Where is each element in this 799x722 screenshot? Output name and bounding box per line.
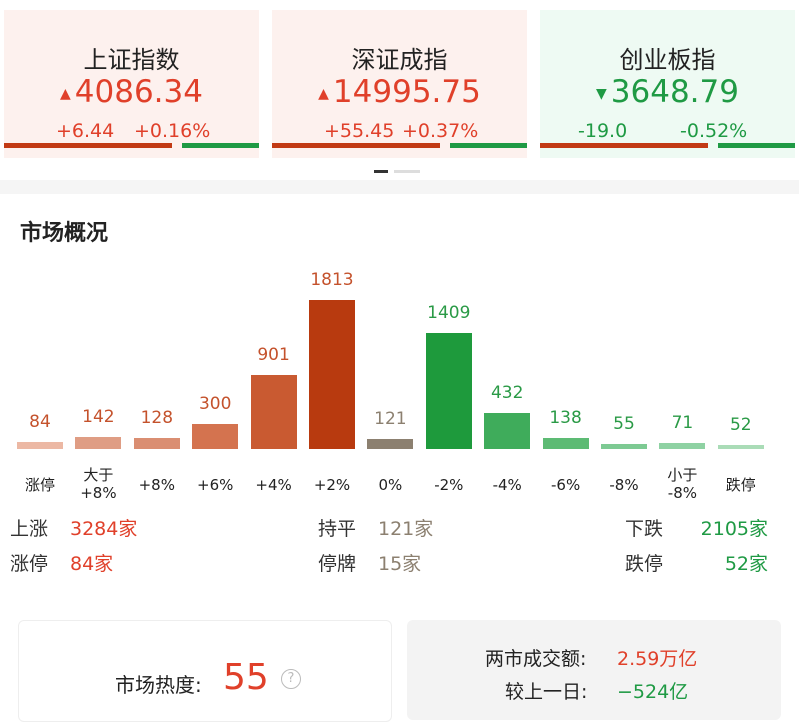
ratio-up (272, 143, 440, 148)
change-pct: +0.37% (402, 120, 479, 142)
up-down-ratio (4, 143, 259, 148)
value-label: 300 (198, 394, 232, 415)
help-icon[interactable]: ? (281, 669, 301, 689)
value-label: 432 (490, 383, 524, 404)
bar (367, 439, 414, 449)
direction-arrow: ▲ (60, 85, 71, 102)
category-label: -8% (609, 476, 639, 494)
category-label: -2% (434, 476, 464, 494)
value-label: 55 (613, 414, 635, 435)
value-label: 121 (374, 409, 407, 430)
page-dot (374, 170, 388, 173)
stat-value: 121家 (378, 518, 434, 540)
bar (17, 442, 63, 449)
direction-arrow: ▲ (318, 85, 329, 102)
direction-arrow: ▼ (596, 85, 607, 102)
index-name: 深证成指 (351, 46, 448, 74)
bar (75, 437, 122, 449)
bar (717, 444, 764, 449)
category-label: 跌停 (725, 476, 756, 494)
index-value: ▲ 14995.75 (272, 74, 527, 110)
category-label: 涨停 (24, 476, 55, 494)
stat-value: 2105家 (700, 518, 768, 540)
stat-label: 上涨 (10, 518, 49, 540)
page-dot (394, 170, 420, 173)
bar (425, 333, 472, 449)
category-label: +8% (138, 476, 175, 494)
turnover-label: 两市成交额: (485, 648, 587, 670)
bar (192, 424, 239, 449)
value-label: 138 (549, 407, 582, 428)
index-card[interactable]: 上证指数 ▲ 4086.34 +6.44 +0.16% (4, 10, 259, 158)
section-title: 市场概况 (20, 221, 109, 246)
stat-value: 84家 (70, 553, 114, 575)
divider (0, 180, 799, 194)
change-pct: +0.16% (134, 120, 211, 142)
compare-value: −524亿 (617, 681, 689, 703)
category-label: 0% (378, 476, 403, 494)
value-label: 1813 (310, 270, 354, 290)
value-label: 128 (140, 408, 174, 429)
stat-value: 52家 (724, 553, 768, 575)
stat-label: 跌停 (625, 553, 664, 575)
category-label: +4% (255, 476, 292, 494)
index-name: 上证指数 (83, 46, 180, 74)
change-pct: -0.52% (680, 120, 748, 142)
value-label: 52 (729, 414, 752, 435)
heat-card: 市场热度: 55 ? (18, 620, 392, 722)
ratio-down (718, 143, 795, 148)
change: +55.45 (324, 120, 395, 142)
turnover-card: 两市成交额: 2.59万亿 较上一日: −524亿 (407, 620, 781, 720)
up-down-ratio (540, 143, 795, 148)
stat-value: 3284家 (70, 518, 138, 540)
ratio-down (182, 143, 259, 148)
index-number: 4086.34 (74, 74, 203, 110)
value-label: 901 (257, 344, 290, 365)
stat-label: 停牌 (318, 553, 357, 575)
stat-label: 下跌 (625, 518, 664, 540)
up-down-ratio (272, 143, 527, 148)
index-number: 14995.75 (332, 74, 481, 110)
bar (250, 374, 297, 449)
distribution-chart: 84 涨停 142 大于 +8% 128 +8% 300 +6% 901 +4% 1813 +2% 12… (17, 270, 764, 502)
stat-label: 涨停 (10, 553, 49, 575)
bar (133, 438, 180, 449)
bar (601, 444, 647, 449)
value-label: 71 (671, 413, 694, 434)
category-label: 小于 -8% (667, 466, 698, 502)
stat-value: 15家 (378, 553, 422, 575)
value-label: 1409 (427, 303, 471, 324)
change: +6.44 (56, 120, 115, 142)
index-value: ▼ 3648.79 (540, 74, 795, 110)
heat-label: 市场热度: (115, 673, 202, 697)
bar (309, 300, 355, 449)
value-label: 84 (29, 412, 51, 433)
index-card[interactable]: 创业板指 ▼ 3648.79 -19.0 -0.52% (540, 10, 795, 158)
turnover-value: 2.59万亿 (617, 648, 698, 670)
change: -19.0 (578, 120, 628, 142)
category-label: +2% (313, 476, 351, 494)
ratio-up (540, 143, 708, 148)
category-label: 大于 +8% (80, 466, 117, 502)
category-label: -4% (492, 476, 522, 494)
bar (484, 413, 531, 449)
heat-value: 55 (223, 657, 269, 698)
index-value: ▲ 4086.34 (4, 74, 259, 110)
index-number: 3648.79 (610, 74, 739, 110)
value-label: 142 (82, 407, 115, 428)
index-name: 创业板指 (619, 46, 716, 74)
stat-label: 持平 (318, 518, 357, 540)
category-label: +6% (197, 476, 234, 494)
ratio-up (4, 143, 172, 148)
bar (659, 443, 706, 449)
index-card[interactable]: 深证成指 ▲ 14995.75 +55.45 +0.37% (272, 10, 527, 158)
category-label: -6% (550, 476, 581, 494)
ratio-down (450, 143, 527, 148)
compare-label: 较上一日: (505, 681, 588, 703)
bar (542, 437, 589, 449)
